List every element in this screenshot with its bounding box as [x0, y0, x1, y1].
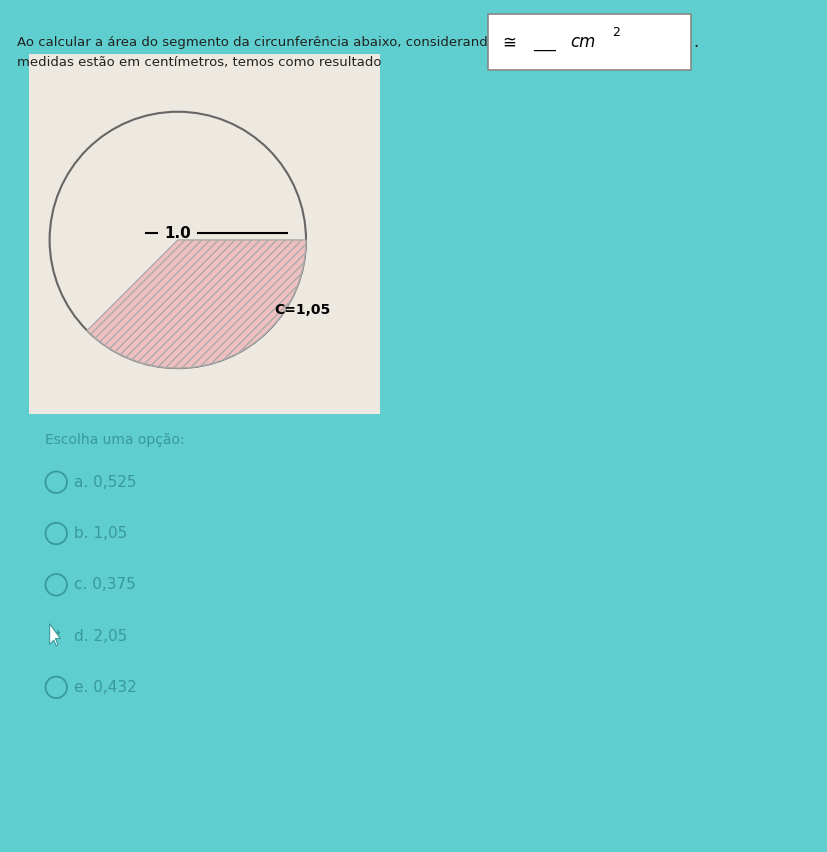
Text: a. 0,525: a. 0,525 — [74, 475, 137, 490]
Text: 1.0: 1.0 — [165, 226, 191, 241]
Text: medidas estão em centímetros, temos como resultado: medidas estão em centímetros, temos como… — [17, 55, 381, 68]
Text: e. 0,432: e. 0,432 — [74, 680, 137, 695]
Text: c. 0,375: c. 0,375 — [74, 578, 136, 592]
Text: Ao calcular a área do segmento da circunferência abaixo, considerando que: Ao calcular a área do segmento da circun… — [17, 36, 525, 49]
Text: 2: 2 — [612, 26, 620, 39]
Text: b. 1,05: b. 1,05 — [74, 526, 127, 541]
Text: ≅: ≅ — [502, 33, 516, 51]
Text: Escolha uma opção:: Escolha uma opção: — [45, 433, 185, 446]
Text: C=1,05: C=1,05 — [274, 303, 330, 318]
Polygon shape — [87, 240, 306, 368]
Text: cm: cm — [571, 33, 596, 51]
Text: d. 2,05: d. 2,05 — [74, 629, 127, 643]
Bar — [29, 54, 380, 413]
Text: .: . — [693, 33, 698, 51]
Text: ↱: ↱ — [50, 629, 62, 643]
Polygon shape — [50, 624, 60, 646]
FancyBboxPatch shape — [488, 14, 691, 71]
Text: ___: ___ — [533, 37, 557, 51]
